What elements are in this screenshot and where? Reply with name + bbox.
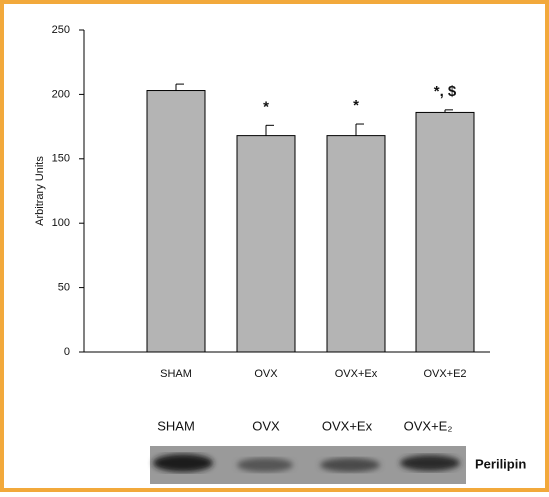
blot-band	[153, 454, 213, 472]
x-tick-label: OVX+Ex	[335, 368, 378, 380]
significance-label: *	[263, 98, 269, 115]
bar	[147, 91, 205, 352]
y-tick-label: 0	[64, 346, 70, 358]
y-tick-label: 250	[52, 24, 70, 36]
lane-label: OVX	[252, 418, 280, 433]
significance-label: *, $	[434, 83, 457, 100]
lane-label: OVX+E₂	[404, 418, 453, 433]
significance-label: *	[353, 97, 359, 114]
blot-band	[320, 458, 380, 472]
chart: Arbitrary Units SHAM OVX OVX+Ex OVX+E₂ P…	[0, 0, 549, 492]
lane-label: SHAM	[157, 418, 195, 433]
page: Arbitrary Units SHAM OVX OVX+Ex OVX+E₂ P…	[0, 0, 549, 497]
blot-band	[237, 458, 293, 472]
blot-band	[400, 455, 460, 471]
blot-label: Perilipin	[475, 456, 526, 471]
bar	[327, 136, 385, 352]
x-tick-label: SHAM	[160, 368, 192, 380]
bar	[416, 112, 474, 352]
y-tick-label: 200	[52, 88, 70, 100]
y-tick-label: 100	[52, 217, 70, 229]
x-tick-label: OVX+E2	[423, 368, 466, 380]
bar	[237, 136, 295, 352]
x-tick-label: OVX	[254, 368, 278, 380]
y-tick-label: 150	[52, 153, 70, 165]
y-tick-label: 50	[58, 282, 70, 294]
lane-label: OVX+Ex	[322, 418, 373, 433]
y-axis-label: Arbitrary Units	[34, 156, 46, 226]
